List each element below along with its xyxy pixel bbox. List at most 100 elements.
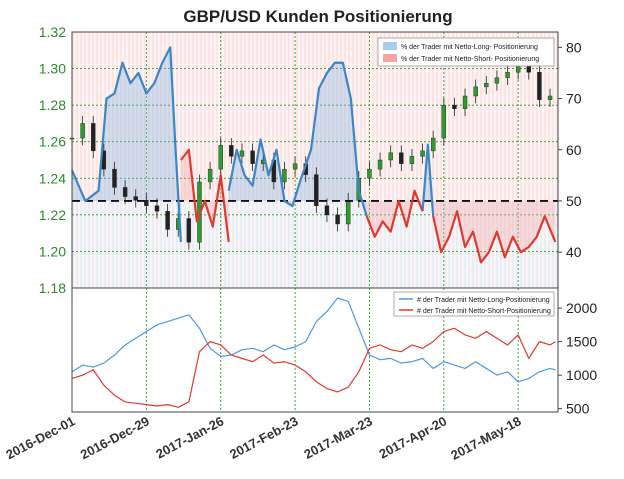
price-candle: [186, 211, 192, 250]
x-axis-tick-label: 2016-Dec-29: [78, 413, 152, 462]
stripe-upper: [144, 32, 146, 201]
stripe-lower: [332, 200, 334, 288]
candle-body: [462, 95, 468, 110]
stripe-lower: [344, 200, 346, 288]
legend-top-swatch-short: [383, 54, 397, 62]
candle-body: [239, 150, 245, 157]
x-axis-tick-label: 2017-Feb-23: [227, 413, 300, 462]
stripe-lower: [100, 200, 102, 288]
stripe-upper: [348, 32, 350, 201]
stripe-upper: [492, 32, 494, 201]
stripe-upper: [268, 32, 270, 201]
candle-body: [229, 145, 234, 157]
stripe-upper: [96, 32, 98, 201]
stripe-lower: [224, 200, 226, 288]
candle-body: [452, 104, 457, 110]
stripe-upper: [360, 32, 362, 201]
price-candle: [430, 130, 436, 159]
stripe-upper: [328, 32, 330, 201]
stripe-lower: [356, 200, 358, 288]
x-axis-tick-label: 2017-Mar-23: [301, 413, 374, 462]
stripe-lower: [436, 200, 438, 288]
stripe-upper: [404, 32, 406, 201]
area-fill: [228, 62, 367, 217]
price-candle: [229, 138, 234, 164]
price-candle: [399, 145, 404, 171]
stripe-lower: [148, 200, 150, 288]
stripe-upper: [500, 32, 502, 201]
candle-body: [345, 200, 351, 225]
left-axis-tick-label: 1.18: [39, 280, 66, 296]
stripe-lower: [180, 200, 182, 288]
stripe-lower: [400, 200, 402, 288]
stripe-upper: [484, 32, 486, 201]
stripe-upper: [556, 32, 558, 201]
candle-body: [133, 196, 138, 201]
stripe-lower: [424, 200, 426, 288]
stripe-upper: [468, 32, 470, 201]
stripe-upper: [216, 32, 218, 201]
candle-body: [505, 72, 510, 78]
price-candle: [314, 167, 319, 214]
long-percent-line: [70, 46, 182, 242]
bottom-axis-tick-label: 1500: [566, 334, 597, 350]
left-axis-tick-label: 1.24: [39, 170, 66, 186]
x-axis-labels: 2016-Dec-01 2016-Dec-29 2017-Jan-26 2017-Fe…: [3, 413, 523, 463]
area-fill: [72, 47, 181, 242]
candle-body: [441, 104, 447, 139]
price-candle: [505, 64, 510, 86]
stripe-upper: [532, 32, 534, 201]
right-axis-tick-label: 40: [566, 244, 582, 260]
stripe-lower: [192, 200, 194, 288]
stripe-upper: [84, 32, 86, 201]
price-candle: [80, 116, 85, 146]
left-axis-tick-label: 1.32: [39, 24, 66, 40]
candle-body: [112, 168, 117, 188]
stripe-lower: [396, 200, 398, 288]
candle-body: [218, 145, 223, 170]
stripe-lower: [380, 200, 382, 288]
legend-bottom-label-long: # der Trader mit Netto-Long-Positionieru…: [417, 297, 550, 304]
stripe-upper: [356, 32, 358, 201]
stripe-lower: [184, 200, 186, 288]
candle-body: [388, 152, 393, 161]
long-percent-line: [421, 143, 435, 217]
short-percent-line: [432, 210, 557, 264]
legend-bottom-label-short: # der Trader mit Netto-Short-Positionier…: [417, 308, 551, 315]
price-candle: [239, 143, 245, 164]
stripe-lower: [140, 200, 142, 288]
bottom-axis-tick-label: 2000: [566, 300, 597, 316]
stripe-lower: [104, 200, 106, 288]
candle-body: [335, 214, 340, 225]
stripe-lower: [152, 200, 154, 288]
stripe-upper: [192, 32, 194, 201]
stripe-upper: [384, 32, 386, 201]
stripe-upper: [548, 32, 550, 201]
stripe-lower: [312, 200, 314, 288]
stripe-lower: [328, 200, 330, 288]
stripe-lower: [244, 200, 246, 288]
price-candle: [377, 152, 383, 177]
stripe-lower: [364, 200, 366, 288]
stripe-upper: [240, 32, 242, 201]
stripe-lower: [544, 200, 546, 288]
stripe-lower: [348, 200, 350, 288]
left-axis-tick-label: 1.22: [39, 207, 66, 223]
price-candle: [292, 156, 298, 177]
right-axis: 40 50 60 70 80: [558, 39, 582, 260]
stripe-lower: [480, 200, 482, 288]
candle-body: [377, 159, 383, 170]
stripe-upper: [196, 32, 198, 201]
right-axis-tick-label: 70: [566, 91, 582, 107]
legend-bottom-box: [393, 291, 555, 317]
candle-body: [91, 123, 96, 152]
stripe-lower: [124, 200, 126, 288]
stripe-upper: [364, 32, 366, 201]
stripe-upper: [88, 32, 90, 201]
stripe-lower: [136, 200, 138, 288]
stripe-upper: [180, 32, 182, 201]
stripe-upper: [244, 32, 246, 201]
stripe-lower: [512, 200, 514, 288]
stripe-lower: [340, 200, 342, 288]
stripe-upper: [248, 32, 250, 201]
